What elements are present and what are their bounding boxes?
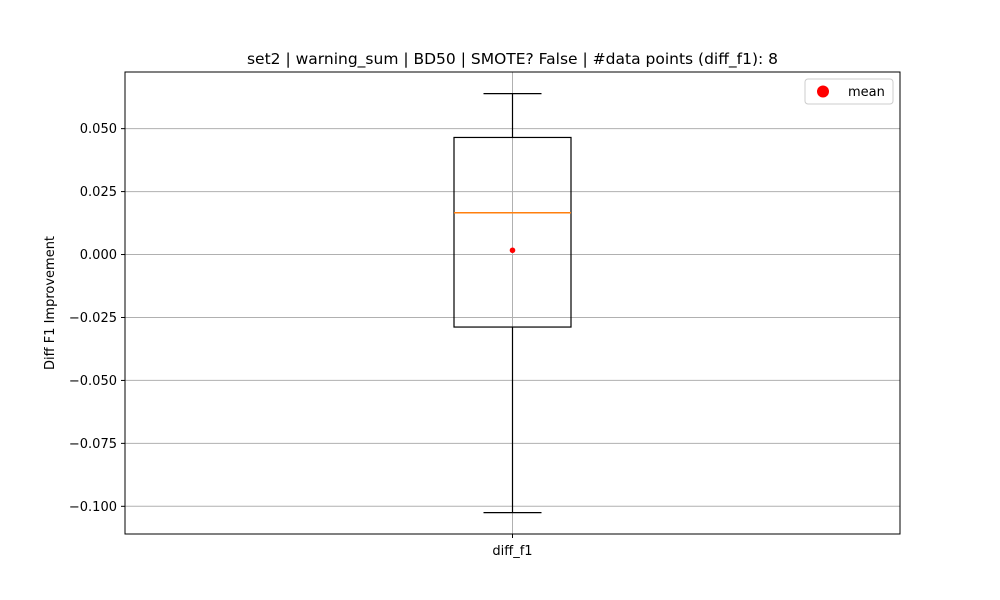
y-tick-label: −0.025 bbox=[69, 311, 117, 326]
legend-mean-marker bbox=[817, 85, 829, 98]
y-tick-label: 0.000 bbox=[80, 248, 117, 263]
y-tick-label: −0.050 bbox=[69, 374, 117, 389]
y-tick-label: 0.050 bbox=[80, 122, 117, 137]
box-iqr bbox=[453, 136, 572, 328]
y-tick-label: −0.100 bbox=[69, 500, 117, 515]
legend-frame bbox=[804, 78, 894, 105]
mean-point bbox=[509, 247, 516, 254]
legend-mean-label: mean bbox=[848, 85, 885, 100]
x-axis-ticks: diff_f1 bbox=[492, 534, 533, 559]
plot-area bbox=[453, 93, 572, 514]
chart-title: set2 | warning_sum | BD50 | SMOTE? False… bbox=[247, 50, 778, 69]
y-axis-label: Diff F1 Improvement bbox=[43, 236, 58, 370]
y-axis-ticks: 0.050 0.025 0.000 −0.025 −0.050 −0.075 −0.100 bbox=[69, 122, 125, 515]
y-tick-label: 0.025 bbox=[80, 185, 117, 200]
legend: mean bbox=[804, 78, 894, 105]
y-tick-label: −0.075 bbox=[69, 437, 117, 452]
x-tick-label: diff_f1 bbox=[492, 544, 532, 559]
